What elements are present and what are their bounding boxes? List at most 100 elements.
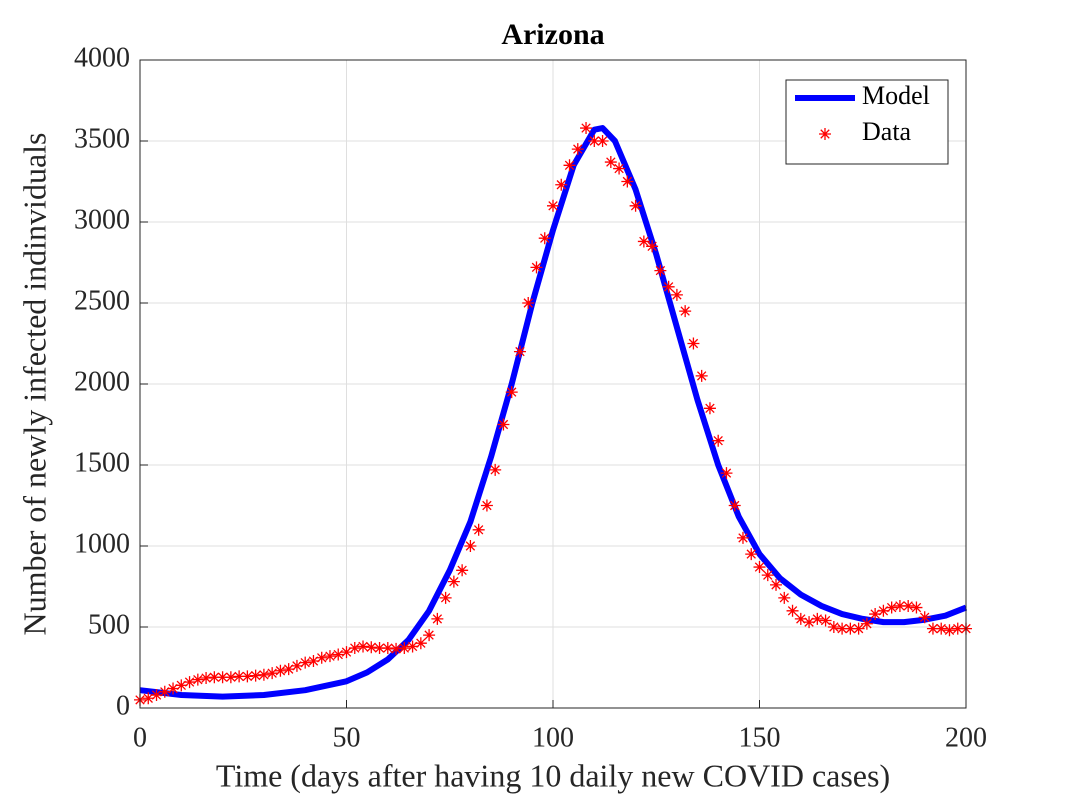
data-point [150,689,163,702]
data-point [323,650,336,663]
data-point [836,622,849,635]
axes-box [139,59,967,709]
x-axis-label: Time (days after having 10 daily new COV… [216,757,890,793]
data-point [340,646,353,659]
data-point [513,345,526,358]
data-point [447,575,460,588]
data-point [307,655,320,668]
data-point [761,569,774,582]
data-point [860,617,873,630]
data-point [257,668,270,681]
data-point [951,622,964,635]
chart-title: Arizona [501,18,604,51]
data-point [580,122,593,135]
model-line [139,125,968,700]
y-tick-label: 2000 [74,366,130,397]
data-point [398,642,411,655]
x-tick-label: 100 [532,722,574,753]
data-point [621,175,634,188]
data-point [679,305,692,318]
x-tick-label: 50 [333,722,361,753]
data-point [926,622,939,635]
data-point [456,564,469,577]
data-point [646,240,659,253]
y-tick-label: 2500 [74,285,130,316]
data-point [885,601,898,614]
data-point [703,402,716,415]
y-tick-label: 1500 [74,447,130,478]
data-point [406,640,419,653]
data-point [142,692,155,705]
data-point [249,669,262,682]
data-point [505,386,518,399]
y-tick-label: 4000 [74,42,130,73]
data-point [365,641,378,654]
data-point [439,591,452,604]
data-point [241,670,254,683]
data-point [869,608,882,621]
data-point [555,178,568,191]
data-point [233,670,246,683]
marks [134,122,972,706]
data-point [381,642,394,655]
data-point [943,624,956,637]
data-point [712,434,725,447]
data-point [530,261,543,274]
legend-marker [819,128,831,140]
data-point [902,599,915,612]
y-axis-label: Number of newly infected indinviduals [16,133,52,636]
data-point [770,578,783,591]
data-point [910,601,923,614]
data-point [200,672,213,685]
data-point [877,604,890,617]
data-point [497,418,510,431]
data-point [736,531,749,544]
data-point [629,199,642,212]
x-tick-label: 0 [133,722,147,753]
data-point [175,679,188,692]
y-tick-label: 0 [116,690,130,721]
data-point [604,156,617,169]
data-point [183,676,196,689]
legend-box [785,79,949,165]
data-point [893,599,906,612]
data-point [357,640,370,653]
data-point [547,199,559,212]
legend: Model Data [785,79,949,165]
data-point [167,682,180,695]
data-point [431,612,444,625]
data-point [332,648,345,661]
data-point [695,369,708,382]
legend-label: Model [862,81,930,110]
data-point [720,467,733,480]
legend-label: Data [862,117,912,146]
data-point [613,162,626,175]
data-point [637,235,650,248]
x-tick-label: 200 [945,722,987,753]
data-point [654,264,667,277]
data-point [852,622,865,635]
data-point [290,659,303,672]
data-point [282,663,295,676]
data-point [728,499,741,512]
data-point [596,135,609,147]
data-point [778,591,791,604]
data-point [819,614,832,627]
data-point [753,561,766,574]
y-tick-label: 3000 [74,204,130,235]
data-point [571,143,584,156]
y-tick-label: 500 [88,609,130,640]
data-point [563,159,576,172]
data-point [414,637,427,650]
data-point [794,612,807,625]
data-point [191,673,204,686]
data-point [827,621,840,633]
data-point [480,499,493,512]
data-point [844,622,857,635]
data-point [266,667,279,680]
data-point [803,616,816,629]
data-point [522,297,535,309]
data-point [918,611,931,624]
data-point [935,622,948,635]
